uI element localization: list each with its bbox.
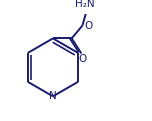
Text: O: O <box>84 21 93 30</box>
Text: N: N <box>49 91 57 101</box>
Text: O: O <box>78 54 86 64</box>
Text: H₂N: H₂N <box>75 0 94 9</box>
